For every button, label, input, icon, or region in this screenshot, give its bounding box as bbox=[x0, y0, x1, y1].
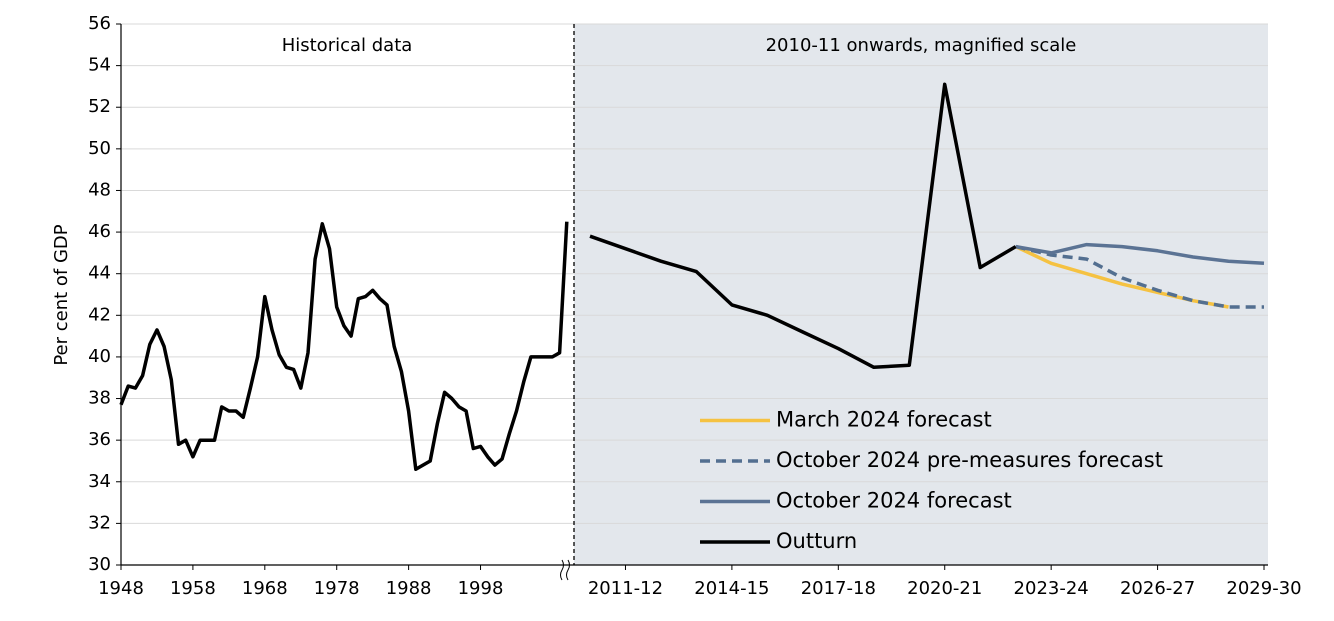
y-tick-label: 48 bbox=[88, 179, 111, 200]
line-series bbox=[119, 221, 569, 472]
y-tick-label: 42 bbox=[88, 304, 111, 325]
legend-label: March 2024 forecast bbox=[776, 408, 992, 432]
annotation: 2010-11 onwards, magnified scale bbox=[766, 35, 1077, 56]
y-tick-label: 52 bbox=[88, 96, 111, 117]
y-tick-label: 38 bbox=[88, 388, 111, 409]
x-tick-label: 1978 bbox=[314, 578, 360, 599]
legend-label: October 2024 pre-measures forecast bbox=[776, 448, 1163, 472]
x-tick-label: 1968 bbox=[242, 578, 288, 599]
axis-break bbox=[560, 559, 570, 581]
annotation: Historical data bbox=[282, 35, 413, 56]
x-tick-label: 1958 bbox=[170, 578, 216, 599]
line-series bbox=[589, 82, 1017, 370]
y-tick-label: 56 bbox=[88, 13, 111, 34]
grid-layer bbox=[116, 23, 1268, 570]
x-tick-label: 2014-15 bbox=[694, 578, 769, 599]
line-series bbox=[1015, 244, 1264, 309]
marks-layer bbox=[119, 82, 1265, 472]
y-tick-label: 50 bbox=[88, 138, 111, 159]
legend-label: Outturn bbox=[776, 529, 857, 553]
line-series bbox=[1014, 245, 1229, 309]
y-tick-label: 36 bbox=[88, 429, 111, 450]
x-tick-label: 2020-21 bbox=[907, 578, 982, 599]
panel-background bbox=[574, 24, 1268, 565]
legend-label: October 2024 forecast bbox=[776, 489, 1012, 513]
x-tick-label: 1998 bbox=[458, 578, 504, 599]
y-tick-label: 44 bbox=[88, 263, 111, 284]
x-tick-label: 2023-24 bbox=[1014, 578, 1089, 599]
y-tick-label: 54 bbox=[88, 55, 111, 76]
line-series bbox=[1015, 242, 1265, 266]
y-tick-label: 34 bbox=[88, 471, 111, 492]
y-tick-label: 46 bbox=[88, 221, 111, 242]
x-tick-label: 2026-27 bbox=[1120, 578, 1195, 599]
x-tick-label: 1948 bbox=[98, 578, 144, 599]
x-tick-label: 2029-30 bbox=[1226, 578, 1301, 599]
y-axis-label: Per cent of GDP bbox=[51, 224, 72, 365]
x-tick-label: 2011-12 bbox=[588, 578, 663, 599]
x-tick-label: 1988 bbox=[386, 578, 432, 599]
y-tick-label: 30 bbox=[88, 554, 111, 575]
y-tick-label: 32 bbox=[88, 512, 111, 533]
background-layer bbox=[574, 24, 1268, 565]
y-tick-label: 40 bbox=[88, 346, 111, 367]
x-tick-label: 2017-18 bbox=[801, 578, 876, 599]
